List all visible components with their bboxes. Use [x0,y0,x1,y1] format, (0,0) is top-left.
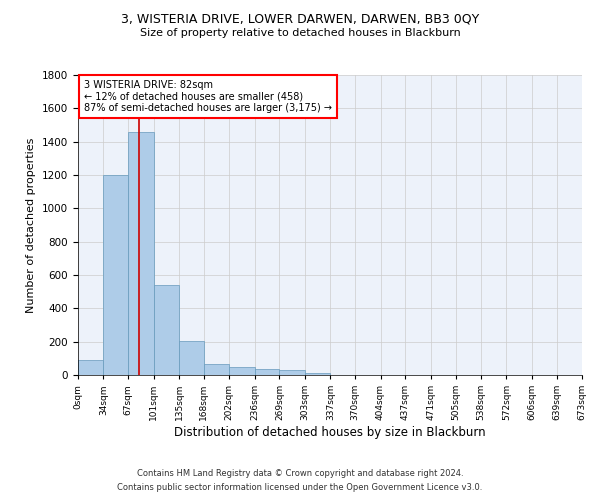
Bar [255,368,280,375]
X-axis label: Distribution of detached houses by size in Blackburn: Distribution of detached houses by size … [174,426,486,439]
Bar [103,175,128,375]
Bar [179,341,204,375]
Y-axis label: Number of detached properties: Number of detached properties [26,138,37,312]
Bar [204,364,229,375]
Bar [78,360,103,375]
Bar [128,132,154,375]
Text: 3 WISTERIA DRIVE: 82sqm
← 12% of detached houses are smaller (458)
87% of semi-d: 3 WISTERIA DRIVE: 82sqm ← 12% of detache… [84,80,332,113]
Bar [280,370,305,375]
Bar [154,285,179,375]
Text: Size of property relative to detached houses in Blackburn: Size of property relative to detached ho… [140,28,460,38]
Text: Contains HM Land Registry data © Crown copyright and database right 2024.: Contains HM Land Registry data © Crown c… [137,468,463,477]
Bar [229,367,255,375]
Text: 3, WISTERIA DRIVE, LOWER DARWEN, DARWEN, BB3 0QY: 3, WISTERIA DRIVE, LOWER DARWEN, DARWEN,… [121,12,479,26]
Text: Contains public sector information licensed under the Open Government Licence v3: Contains public sector information licen… [118,484,482,492]
Bar [305,372,331,375]
